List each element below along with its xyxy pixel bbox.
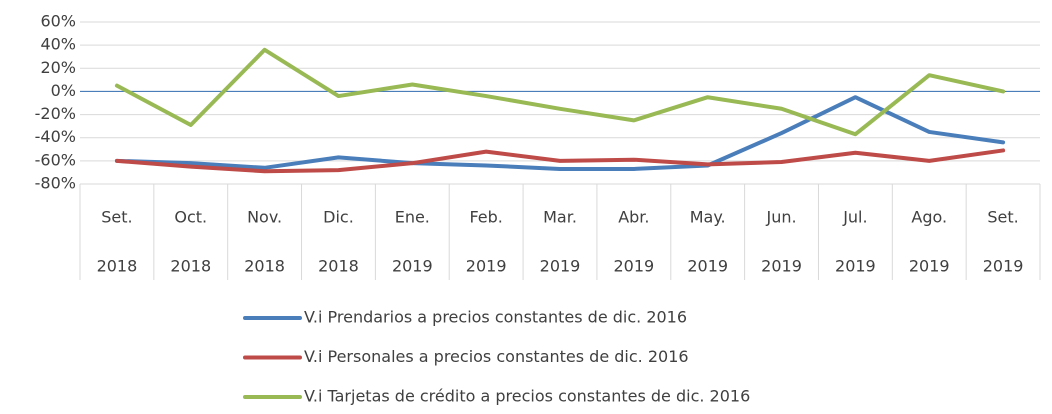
x-tick-label: Ago. — [911, 208, 947, 227]
x-year-label: 2018 — [170, 257, 211, 276]
x-year-label: 2018 — [318, 257, 359, 276]
legend-label: V.i Prendarios a precios constantes de d… — [304, 308, 687, 327]
x-year-label: 2019 — [835, 257, 876, 276]
x-tick-label: May. — [690, 208, 726, 227]
x-tick-label: Ene. — [395, 208, 430, 227]
x-year-label: 2019 — [909, 257, 950, 276]
x-year-label: 2018 — [97, 257, 138, 276]
y-tick-label: -40% — [35, 127, 76, 146]
x-tick-label: Jun. — [765, 208, 796, 227]
y-tick-label: 20% — [40, 58, 76, 77]
x-year-label: 2019 — [761, 257, 802, 276]
y-tick-label: -20% — [35, 104, 76, 123]
x-tick-label: Oct. — [174, 208, 207, 227]
y-tick-label: 40% — [40, 35, 76, 54]
y-tick-label: -80% — [35, 174, 76, 193]
x-tick-label: Feb. — [469, 208, 502, 227]
series-line — [114, 148, 1006, 174]
x-tick-label: Mar. — [543, 208, 577, 227]
x-year-label: 2019 — [466, 257, 507, 276]
x-tick-label: Dic. — [323, 208, 354, 227]
legend-label: V.i Tarjetas de crédito a precios consta… — [304, 387, 750, 406]
legend-label: V.i Personales a precios constantes de d… — [304, 347, 689, 366]
y-tick-label: -60% — [35, 150, 76, 169]
x-tick-label: Nov. — [247, 208, 282, 227]
x-year-label: 2019 — [687, 257, 728, 276]
x-tick-label: Set. — [987, 208, 1018, 227]
x-year-label: 2018 — [244, 257, 285, 276]
y-tick-label: 0% — [51, 81, 76, 100]
x-tick-label: Jul. — [842, 208, 867, 227]
series-line — [114, 95, 1006, 171]
x-year-label: 2019 — [392, 257, 433, 276]
x-tick-label: Abr. — [618, 208, 649, 227]
y-tick-label: 60% — [40, 12, 76, 31]
x-year-label: 2019 — [540, 257, 581, 276]
x-tick-label: Set. — [101, 208, 132, 227]
x-year-label: 2019 — [983, 257, 1024, 276]
x-year-label: 2019 — [613, 257, 654, 276]
series-line — [114, 47, 1006, 137]
